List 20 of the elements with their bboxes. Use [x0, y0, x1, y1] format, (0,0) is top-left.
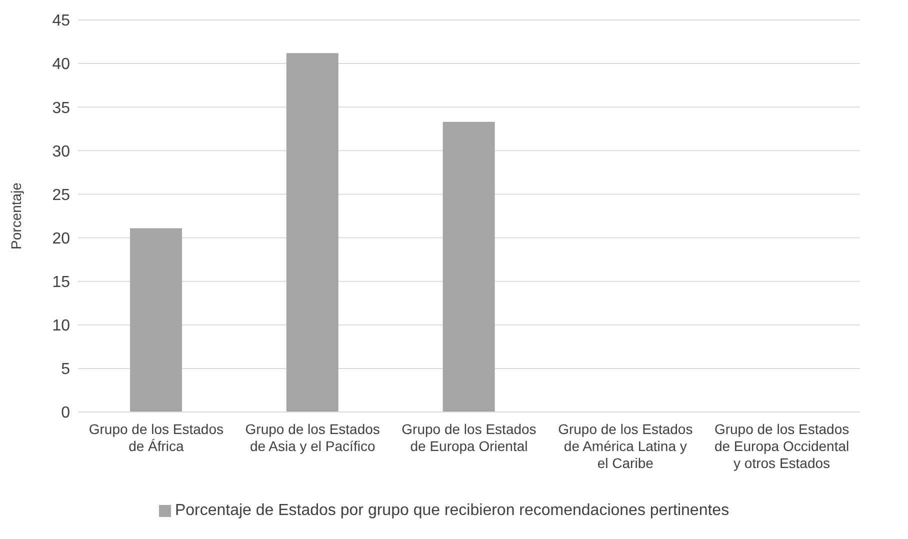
x-tick-label: Grupo de los Estados de Asia y el Pacífico [245, 421, 380, 454]
y-tick-label: 25 [52, 186, 70, 204]
y-tick-label: 40 [52, 56, 70, 74]
bar [286, 53, 338, 412]
y-tick-label: 5 [61, 361, 70, 378]
y-tick-label: 30 [52, 143, 70, 160]
bar [130, 228, 182, 412]
y-tick-label: 15 [52, 274, 70, 292]
y-tick-label: 20 [52, 230, 70, 248]
y-tick-label: 0 [61, 404, 70, 422]
legend-label: Porcentaje de Estados por grupo que recibieron recomendaciones pertinentes [174, 502, 730, 519]
y-axis-title: Porcentaje [8, 182, 24, 250]
y-tick-label: 45 [52, 12, 70, 30]
x-tick-label: Grupo de los Estados de Europa Oriental [402, 421, 536, 454]
y-tick-label: 35 [52, 100, 70, 117]
y-tick-label: 10 [52, 318, 70, 335]
x-tick-label: Grupo de los Estados de América Latina y el Caribe [558, 421, 693, 471]
x-tick-label: Grupo de los Estados de África [88, 421, 224, 454]
bar [442, 122, 495, 412]
x-tick-label: Grupo de los Estados de Europa Occidental y otros Estados [714, 421, 850, 471]
